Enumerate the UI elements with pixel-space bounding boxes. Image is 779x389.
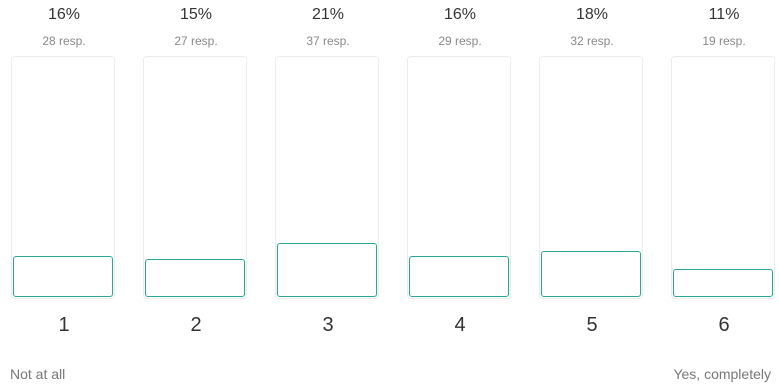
result-bar-fill <box>277 243 377 297</box>
result-bar-track[interactable] <box>11 56 115 299</box>
scale-option-6: 11% 19 resp. 6 <box>670 0 778 345</box>
scale-number: 2 <box>190 314 202 336</box>
responses-count: 37 resp. <box>306 34 350 48</box>
high-anchor-label: Yes, completely <box>673 366 771 382</box>
scale-option-3: 21% 37 resp. 3 <box>274 0 382 345</box>
responses-count: 29 resp. <box>438 34 482 48</box>
result-bar-track[interactable] <box>671 56 775 299</box>
result-bar-fill <box>145 259 245 297</box>
scale-option-1: 16% 28 resp. 1 <box>10 0 118 345</box>
percentage-label: 11% <box>708 6 740 23</box>
percentage-label: 18% <box>575 6 609 23</box>
scale-number: 4 <box>454 314 466 336</box>
result-bar-track[interactable] <box>143 56 247 299</box>
percentage-label: 15% <box>179 6 213 23</box>
scale-number: 1 <box>58 314 70 336</box>
result-bar-track[interactable] <box>407 56 511 299</box>
responses-count: 28 resp. <box>42 34 86 48</box>
scale-option-2: 15% 27 resp. 2 <box>142 0 250 345</box>
result-bar-track[interactable] <box>539 56 643 299</box>
low-anchor-label: Not at all <box>10 366 66 382</box>
percentage-label: 16% <box>443 6 477 23</box>
scale-number: 3 <box>322 314 334 336</box>
responses-count: 19 resp. <box>702 34 746 48</box>
result-bar-fill <box>673 269 773 297</box>
percentage-label: 21% <box>311 6 345 23</box>
scale-number: 6 <box>718 314 730 336</box>
percentage-label: 16% <box>47 6 81 23</box>
scale-number: 5 <box>586 314 598 336</box>
scale-option-5: 18% 32 resp. 5 <box>538 0 646 345</box>
result-bar-fill <box>409 256 509 297</box>
result-bar-track[interactable] <box>275 56 379 299</box>
result-bar-fill <box>13 256 113 297</box>
responses-count: 32 resp. <box>570 34 614 48</box>
scale-option-4: 16% 29 resp. 4 <box>406 0 514 345</box>
result-bar-fill <box>541 251 641 297</box>
responses-count: 27 resp. <box>174 34 218 48</box>
